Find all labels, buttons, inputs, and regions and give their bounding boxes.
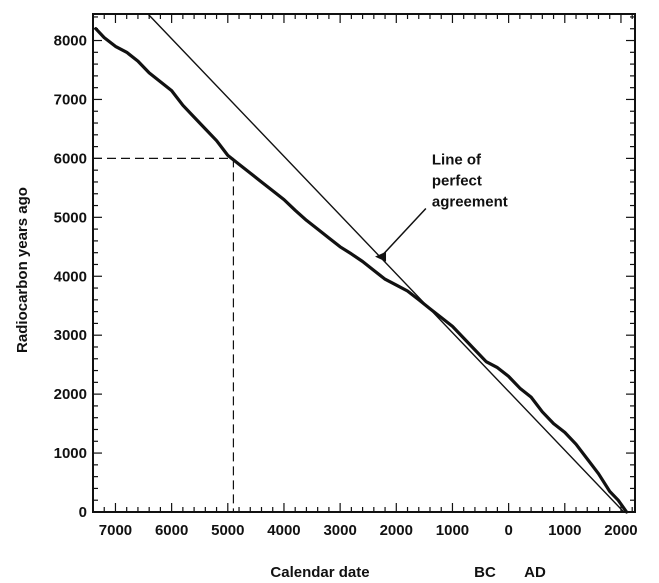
y-tick-label: 8000	[54, 33, 87, 50]
x-tick-label: 5000	[211, 522, 244, 539]
era-label-bc: BC	[474, 564, 496, 581]
y-tick-label: 5000	[54, 209, 87, 226]
calibration-curve-line	[94, 27, 629, 514]
annotation-arrow-head	[375, 251, 387, 262]
annotation-label: perfect	[432, 172, 482, 189]
x-tick-label: 2000	[604, 522, 637, 539]
x-axis-title: Calendar date	[270, 564, 369, 581]
y-axis-title: Radiocarbon years ago	[14, 187, 31, 353]
x-tick-label: 1000	[548, 522, 581, 539]
x-tick-label: 0	[504, 522, 512, 539]
x-tick-label: 7000	[99, 522, 132, 539]
y-tick-label: 7000	[54, 91, 87, 108]
annotations: Line of perfect agreement	[375, 151, 508, 262]
annotation-label: Line of	[432, 151, 482, 168]
series-group	[94, 13, 629, 514]
y-tick-label: 1000	[54, 445, 87, 462]
reading-guides	[93, 157, 235, 512]
x-tick-label: 6000	[155, 522, 188, 539]
era-label-ad: AD	[524, 564, 546, 581]
y-tick-label: 2000	[54, 386, 87, 403]
plot-frame	[92, 13, 636, 513]
perfect-agreement-line	[147, 13, 625, 513]
y-tick-labels: 0 1000 2000 3000 4000 5000 6000 7000 8000	[54, 33, 87, 521]
y-tick-label: 4000	[54, 268, 87, 285]
x-tick-label: 4000	[267, 522, 300, 539]
x-tick-labels: 7000 6000 5000 4000 3000 2000 1000 0 1000 2000	[99, 522, 638, 539]
y-tick-label: 3000	[54, 327, 87, 344]
y-tick-label: 6000	[54, 150, 87, 167]
annotation-arrow-shaft	[380, 207, 427, 258]
y-tick-label: 0	[79, 504, 87, 521]
x-tick-label: 2000	[380, 522, 413, 539]
x-tick-label: 1000	[436, 522, 469, 539]
annotation-label: agreement	[432, 193, 508, 210]
x-tick-label: 3000	[323, 522, 356, 539]
